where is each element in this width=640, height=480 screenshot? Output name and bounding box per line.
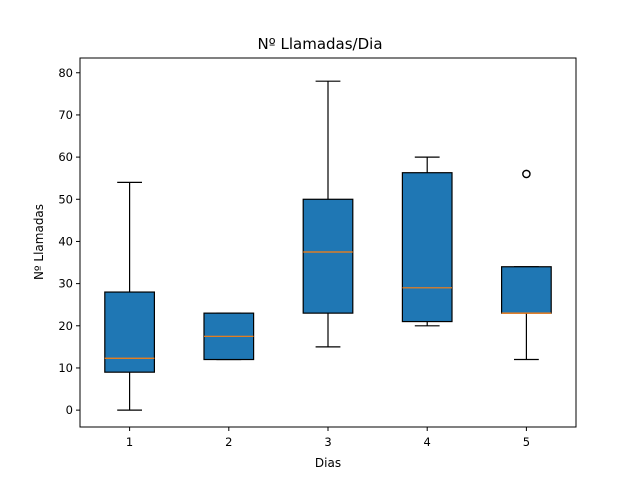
box [401, 172, 453, 323]
plot-area: 0 10 20 30 40 50 60 70 80 1 2 3 4 5 [58, 66, 552, 449]
y-tick-label: 10 [58, 361, 73, 375]
box [501, 266, 552, 314]
y-tick-label: 50 [58, 192, 73, 206]
x-axis-label: Dias [315, 456, 341, 470]
x-tick-label: 2 [225, 435, 232, 449]
y-tick-label: 80 [58, 66, 73, 80]
x-tick-label: 5 [523, 435, 530, 449]
y-tick-label: 20 [58, 319, 73, 333]
box [104, 291, 156, 373]
box [302, 198, 354, 314]
x-tick-label: 1 [126, 435, 133, 449]
x-tick-label: 3 [324, 435, 331, 449]
y-tick-label: 40 [58, 234, 73, 248]
y-tick-label: 60 [58, 150, 73, 164]
plot-frame [79, 57, 577, 428]
x-tick-label: 4 [424, 435, 431, 449]
outlier-point [522, 169, 531, 179]
y-tick-label: 0 [66, 403, 73, 417]
y-tick-label: 30 [58, 277, 73, 291]
y-axis-label: Nº Llamadas [32, 204, 46, 280]
chart-title: Nº Llamadas/Dia [257, 35, 382, 53]
y-tick-label: 70 [58, 108, 73, 122]
